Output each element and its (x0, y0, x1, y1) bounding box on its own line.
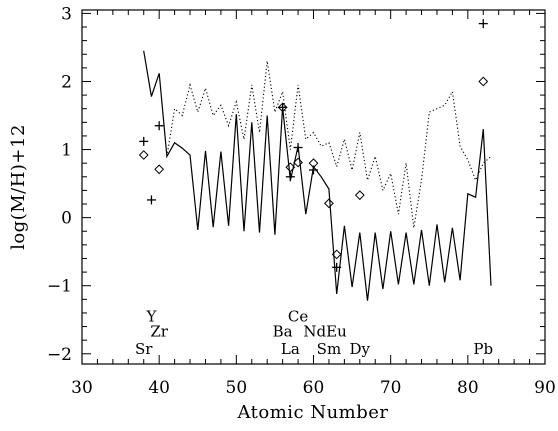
y-axis-title: log(M/H)+12 (8, 124, 29, 250)
element-label: Pb (473, 340, 493, 358)
dotted-series-line (166, 61, 492, 228)
diamond-marker (308, 158, 319, 169)
x-tick-label: 80 (457, 378, 479, 398)
plus-marker (139, 136, 149, 146)
diamond-marker (354, 190, 365, 201)
plus-marker (146, 195, 156, 205)
x-tick-label: 90 (534, 378, 556, 398)
element-label: Sr (135, 340, 153, 358)
diamond-marker (478, 76, 489, 87)
x-tick-label: 30 (71, 378, 93, 398)
plus-marker (154, 121, 164, 131)
element-label: Ba (273, 322, 293, 340)
solid-series-line (143, 50, 492, 301)
y-tick-label: 0 (61, 209, 72, 229)
plus-marker (278, 102, 288, 112)
y-tick-label: −1 (47, 277, 72, 297)
element-label: Dy (350, 340, 371, 358)
x-axis-title: Atomic Number (236, 402, 388, 423)
diamond-marker (154, 164, 165, 175)
data-markers (138, 19, 489, 272)
element-label: Zr (150, 322, 168, 340)
y-tick-label: −2 (47, 345, 72, 365)
x-tick-label: 50 (226, 378, 248, 398)
series-lines (143, 50, 492, 301)
tick-labels: 30 40 50 60 70 80 90 −2 −1 0 1 2 3 (47, 4, 556, 398)
element-label: NdEu (303, 322, 347, 340)
element-label: Sm (317, 340, 342, 358)
diamond-marker (285, 162, 296, 173)
element-label: La (281, 340, 300, 358)
y-tick-label: 2 (61, 72, 72, 92)
plus-marker (332, 262, 342, 272)
diamond-marker (293, 157, 303, 168)
element-label: Ce (288, 307, 308, 325)
x-tick-label: 40 (148, 378, 170, 398)
diamond-marker (277, 102, 288, 113)
plus-marker (293, 143, 303, 153)
plus-marker (285, 172, 295, 182)
x-tick-label: 70 (380, 378, 402, 398)
diamond-marker (331, 249, 342, 260)
y-tick-label: 3 (61, 4, 72, 24)
axis-ticks (81, 10, 546, 364)
plus-marker (478, 19, 488, 29)
element-label: Y (145, 307, 157, 325)
y-tick-label: 1 (61, 141, 72, 161)
diamond-marker (138, 150, 149, 160)
diamond-marker (324, 198, 334, 209)
x-tick-label: 60 (303, 378, 325, 398)
